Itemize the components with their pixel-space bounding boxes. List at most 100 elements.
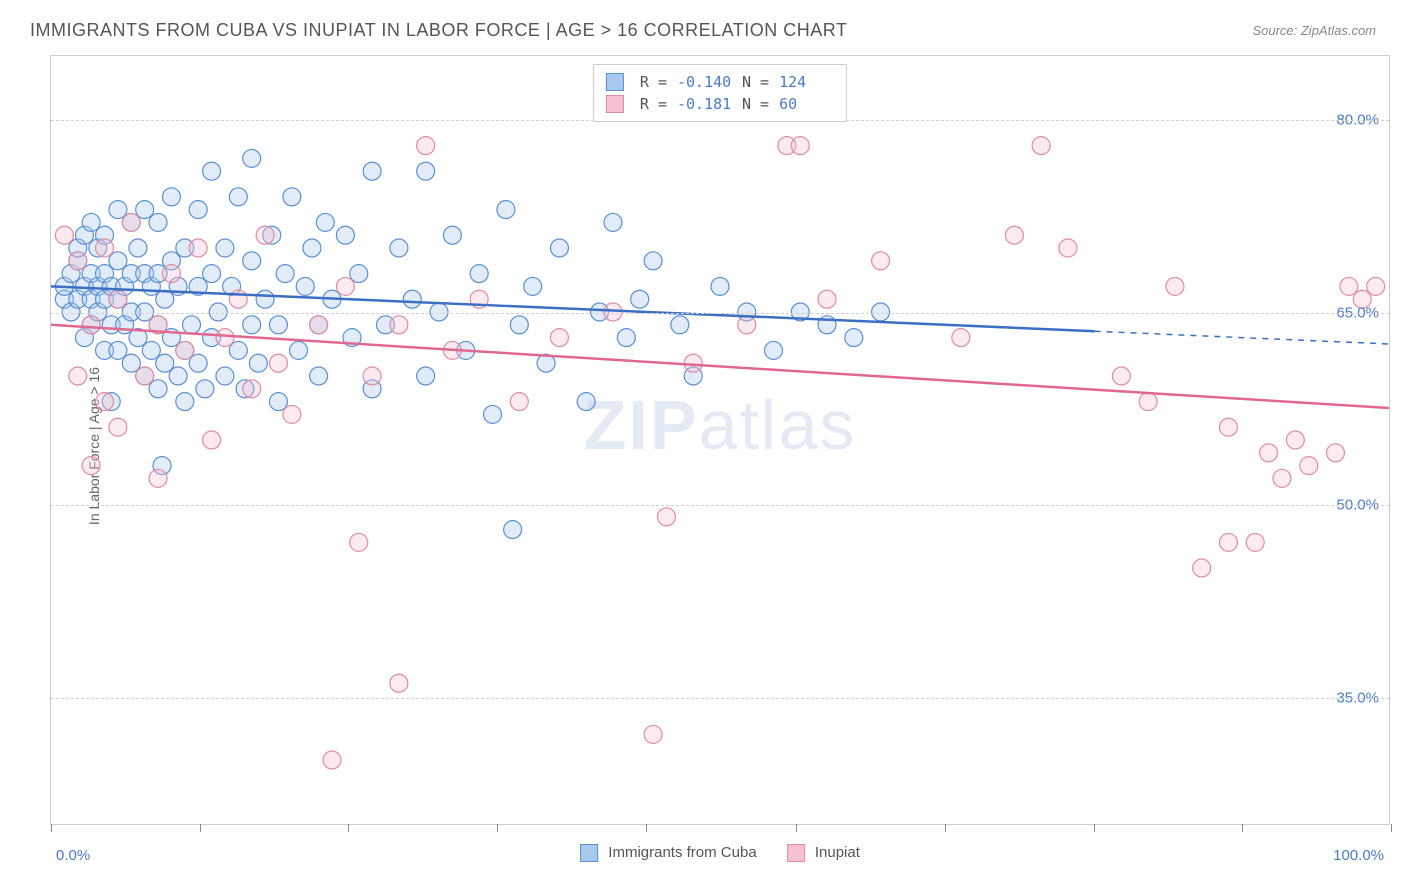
x-tick [1242, 824, 1243, 832]
data-point [176, 341, 194, 359]
data-point [1286, 431, 1304, 449]
data-point [1246, 533, 1264, 551]
data-point [149, 213, 167, 231]
data-point [169, 367, 187, 385]
data-point [243, 252, 261, 270]
data-point [604, 213, 622, 231]
data-point [149, 469, 167, 487]
data-point [1166, 277, 1184, 295]
data-point [136, 367, 154, 385]
data-point [243, 380, 261, 398]
data-point [229, 188, 247, 206]
data-point [136, 201, 154, 219]
data-point [550, 329, 568, 347]
data-point [390, 239, 408, 257]
x-tick [51, 824, 52, 832]
chart-header: IMMIGRANTS FROM CUBA VS INUPIAT IN LABOR… [0, 0, 1406, 51]
series-legend: Immigrants from Cuba Inupiat [580, 844, 860, 862]
data-point [96, 239, 114, 257]
data-point [336, 226, 354, 244]
legend-label-cuba: Immigrants from Cuba [608, 844, 756, 861]
data-point [417, 367, 435, 385]
regression-line-dashed [1095, 331, 1389, 344]
data-point [1219, 418, 1237, 436]
data-point [229, 341, 247, 359]
data-point [189, 239, 207, 257]
data-point [203, 162, 221, 180]
data-point [216, 329, 234, 347]
data-point [216, 239, 234, 257]
data-point [82, 213, 100, 231]
chart-title: IMMIGRANTS FROM CUBA VS INUPIAT IN LABOR… [30, 20, 847, 41]
data-point [256, 290, 274, 308]
data-point [269, 316, 287, 334]
data-point [738, 316, 756, 334]
data-point [524, 277, 542, 295]
data-point [872, 252, 890, 270]
data-point [310, 316, 328, 334]
data-point [363, 162, 381, 180]
data-point [142, 341, 160, 359]
x-tick [1391, 824, 1392, 832]
data-point [644, 252, 662, 270]
data-point [203, 431, 221, 449]
n-label: N = [742, 73, 769, 91]
data-point [845, 329, 863, 347]
data-point [149, 380, 167, 398]
data-point [249, 354, 267, 372]
gridline [51, 505, 1389, 506]
data-point [791, 137, 809, 155]
data-point [229, 290, 247, 308]
data-point [269, 393, 287, 411]
legend-swatch-inupiat [606, 95, 624, 113]
data-point [156, 290, 174, 308]
data-point [550, 239, 568, 257]
data-point [109, 290, 127, 308]
data-point [765, 341, 783, 359]
data-point [256, 226, 274, 244]
data-point [1005, 226, 1023, 244]
data-point [189, 354, 207, 372]
legend-item-inupiat: Inupiat [787, 844, 860, 862]
data-point [323, 751, 341, 769]
x-tick [945, 824, 946, 832]
data-point [183, 316, 201, 334]
data-point [296, 277, 314, 295]
x-max-label: 100.0% [1333, 847, 1384, 864]
data-point [336, 277, 354, 295]
legend-row-cuba: R = -0.140 N = 124 [606, 71, 834, 93]
data-point [283, 188, 301, 206]
data-point [417, 162, 435, 180]
data-point [290, 341, 308, 359]
data-point [109, 201, 127, 219]
data-point [82, 457, 100, 475]
data-point [109, 418, 127, 436]
chart-source: Source: ZipAtlas.com [1252, 23, 1376, 38]
gridline [51, 698, 1389, 699]
data-point [189, 201, 207, 219]
data-point [657, 508, 675, 526]
x-tick [646, 824, 647, 832]
data-point [303, 239, 321, 257]
data-point [129, 239, 147, 257]
data-point [176, 393, 194, 411]
x-tick [796, 824, 797, 832]
r-value-inupiat: -0.181 [677, 95, 732, 113]
data-point [69, 252, 87, 270]
data-point [216, 367, 234, 385]
data-point [243, 316, 261, 334]
r-label: R = [640, 73, 667, 91]
data-point [484, 405, 502, 423]
data-point [1112, 367, 1130, 385]
data-point [631, 290, 649, 308]
data-point [109, 252, 127, 270]
legend-item-cuba: Immigrants from Cuba [580, 844, 757, 862]
n-value-inupiat: 60 [779, 95, 834, 113]
data-point [1300, 457, 1318, 475]
data-point [96, 393, 114, 411]
data-point [390, 674, 408, 692]
data-point [510, 316, 528, 334]
data-point [316, 213, 334, 231]
data-point [1326, 444, 1344, 462]
data-point [162, 265, 180, 283]
